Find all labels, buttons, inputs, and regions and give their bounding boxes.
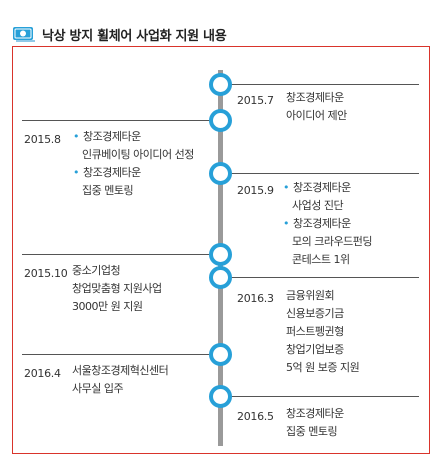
event-description: 중소기업청 창업맞춤형 지원사업 3000만 원 지원 [72, 262, 162, 316]
event-line: 창조경제타운 [286, 407, 344, 420]
connector-line [22, 120, 218, 121]
event-line: 창조경제타운 [82, 164, 194, 182]
event-line: 중소기업청 [72, 264, 121, 277]
event-line: 집중 멘토링 [286, 425, 338, 438]
header: 낙상 방지 휠체어 사업화 지원 내용 [12, 22, 227, 46]
connector-line [223, 84, 419, 85]
event-description: 창조경제타운 아이디어 제안 [286, 89, 347, 125]
event-line: 집중 멘토링 [82, 184, 134, 197]
timeline-node [209, 343, 232, 366]
timeline-node [209, 243, 232, 266]
timeline-node [209, 162, 232, 185]
connector-line [223, 396, 419, 397]
connector-line [223, 173, 419, 174]
event-line: 창업기업보증 [286, 343, 344, 356]
event-line: 창조경제타운 [292, 179, 372, 197]
connector-line [223, 277, 419, 278]
event-line: 창조경제타운 [82, 128, 194, 146]
timeline-node [209, 73, 232, 96]
event-line: 퍼스트펭귄형 [286, 325, 344, 338]
event-date: 2015.7 [237, 94, 274, 107]
event-date: 2015.8 [24, 133, 61, 146]
page-title: 낙상 방지 휠체어 사업화 지원 내용 [42, 28, 227, 44]
event-date: 2015.10 [24, 267, 68, 280]
timeline-node [209, 109, 232, 132]
event-date: 2016.4 [24, 367, 61, 380]
event-description: 창조경제타운 사업성 진단 창조경제타운 모의 크라우드펀딩 콘테스트 1위 [292, 179, 372, 269]
event-description: 금융위원회 신용보증기금 퍼스트펭귄형 창업기업보증 5억 원 보증 지원 [286, 287, 360, 377]
event-line: 창조경제타운 [286, 91, 344, 104]
event-description: 창조경제타운 집중 멘토링 [286, 405, 344, 441]
connector-line [22, 354, 218, 355]
event-line: 인큐베이팅 아이디어 선정 [82, 148, 194, 161]
event-date: 2015.9 [237, 184, 274, 197]
event-date: 2016.5 [237, 410, 274, 423]
event-line: 5억 원 보증 지원 [286, 361, 360, 374]
event-line: 아이디어 제안 [286, 109, 347, 122]
money-icon [13, 27, 35, 42]
timeline-node [209, 385, 232, 408]
connector-line [22, 254, 218, 255]
event-line: 콘테스트 1위 [292, 253, 350, 266]
event-line: 창업맞춤형 지원사업 [72, 282, 162, 295]
event-line: 사무실 입주 [72, 382, 124, 395]
event-description: 창조경제타운 인큐베이팅 아이디어 선정 창조경제타운 집중 멘토링 [82, 128, 194, 200]
timeline-node [209, 266, 232, 289]
event-line: 금융위원회 [286, 289, 335, 302]
event-line: 모의 크라우드펀딩 [292, 235, 372, 248]
event-line: 3000만 원 지원 [72, 300, 143, 313]
event-date: 2016.3 [237, 292, 274, 305]
timeline-panel [12, 46, 430, 454]
event-line: 창조경제타운 [292, 215, 372, 233]
event-description: 서울창조경제혁신센터 사무실 입주 [72, 362, 169, 398]
event-line: 사업성 진단 [292, 199, 344, 212]
event-line: 서울창조경제혁신센터 [72, 364, 169, 377]
event-line: 신용보증기금 [286, 307, 344, 320]
